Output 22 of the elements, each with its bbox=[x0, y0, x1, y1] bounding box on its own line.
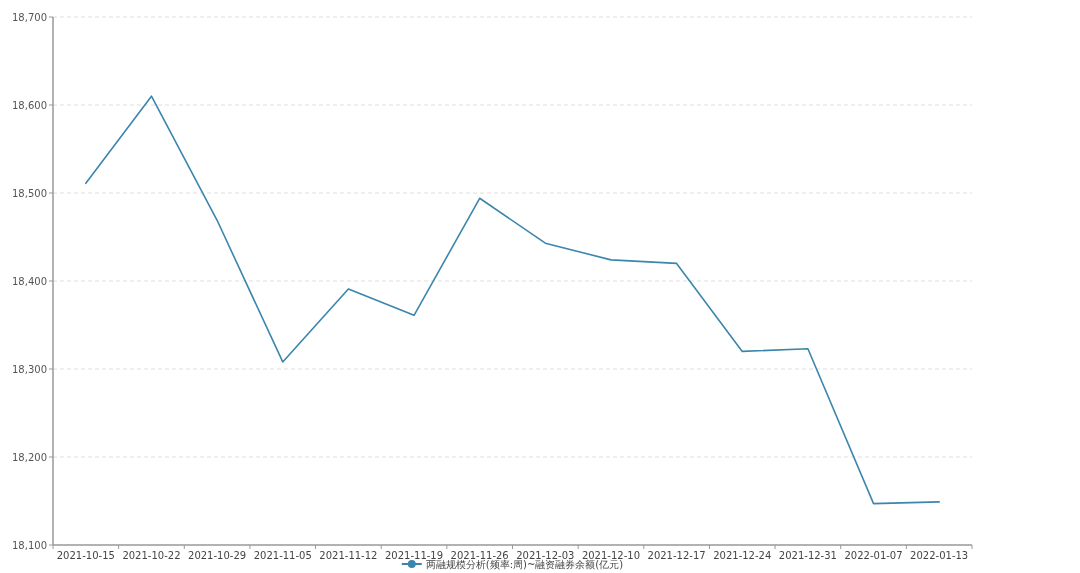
y-tick-label: 18,200 bbox=[12, 452, 47, 463]
line-series bbox=[85, 95, 940, 505]
y-tick-label: 18,100 bbox=[12, 540, 47, 551]
y-tick-label: 18,400 bbox=[12, 276, 47, 287]
x-tick-label: 2021-12-10 bbox=[581, 550, 641, 561]
x-tick-label: 2021-12-17 bbox=[647, 550, 706, 561]
x-tick-label: 2022-01-13 bbox=[910, 550, 969, 561]
x-tick-label: 2021-10-29 bbox=[188, 550, 247, 561]
y-tick-label: 18,600 bbox=[12, 100, 47, 111]
x-tick-label: 2021-10-15 bbox=[56, 550, 115, 561]
y-tick-label: 18,300 bbox=[12, 364, 47, 375]
x-tick-label: 2021-10-22 bbox=[122, 550, 181, 561]
x-tick-label: 2022-01-07 bbox=[844, 550, 903, 561]
legend-label: 两融规模分析(频率:周)~融资融券余额(亿元) bbox=[425, 559, 624, 570]
x-tick-label: 2021-12-31 bbox=[778, 550, 837, 561]
y-tick-label: 18,700 bbox=[12, 12, 47, 23]
y-tick-label: 18,500 bbox=[12, 188, 47, 199]
x-tick-label: 2021-12-03 bbox=[516, 550, 575, 561]
x-tick-label: 2021-12-24 bbox=[713, 550, 772, 561]
x-tick-label: 2021-11-05 bbox=[253, 550, 312, 561]
x-tick-label: 2021-11-12 bbox=[319, 550, 378, 561]
x-tick-label: 2021-11-19 bbox=[384, 550, 444, 561]
